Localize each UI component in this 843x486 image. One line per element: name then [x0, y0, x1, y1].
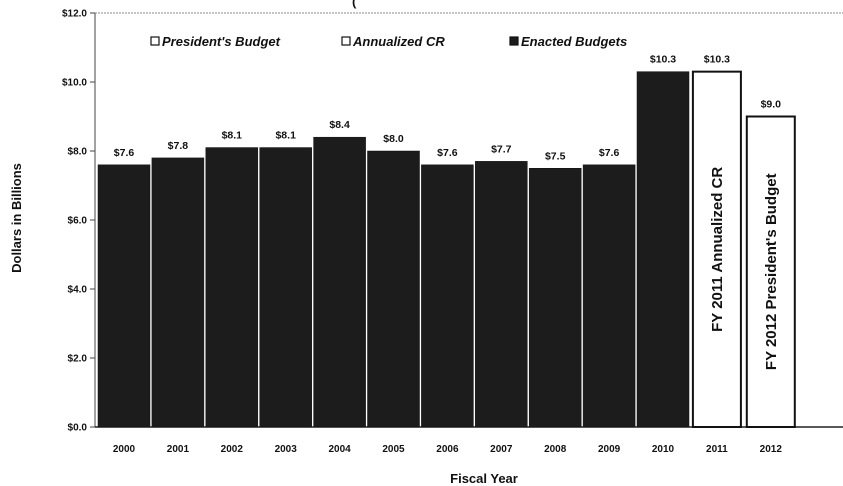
- x-tick-label-2009: 2009: [598, 444, 621, 455]
- x-tick-label-2007: 2007: [490, 444, 513, 455]
- data-label-2011: $10.3: [704, 54, 730, 66]
- y-tick-label: $2.0: [68, 354, 88, 365]
- bar-2009: [582, 164, 636, 428]
- bar-2000: [97, 164, 151, 428]
- data-label-2009: $7.6: [599, 147, 620, 159]
- x-tick-label-2010: 2010: [652, 444, 675, 455]
- bar-2011: [691, 70, 742, 429]
- data-label-2000: $7.6: [114, 147, 135, 159]
- x-tick-label-2001: 2001: [167, 444, 190, 455]
- data-label-2006: $7.6: [437, 147, 458, 159]
- bar-2007: [475, 161, 528, 428]
- data-label-2002: $8.1: [222, 130, 243, 142]
- legend-label-president: President's Budget: [162, 34, 281, 49]
- bar-2006: [421, 164, 474, 428]
- data-label-2001: $7.8: [168, 140, 189, 152]
- x-tick-label-2004: 2004: [328, 444, 351, 455]
- y-tick-label: $4.0: [68, 285, 88, 296]
- bar-2008: [528, 168, 582, 428]
- x-tick-label-2003: 2003: [275, 444, 298, 455]
- legend-swatch-president: [150, 36, 160, 46]
- x-tick-label-2005: 2005: [382, 444, 405, 455]
- x-tick-label-2006: 2006: [436, 444, 459, 455]
- y-tick-label: $0.0: [68, 423, 88, 434]
- data-label-2012: $9.0: [761, 99, 782, 111]
- data-label-2007: $7.7: [491, 143, 512, 155]
- y-tick-label: $8.0: [68, 147, 88, 158]
- bar-2001: [151, 157, 205, 428]
- legend-label-cr: Annualized CR: [352, 34, 445, 49]
- x-tick-label-2002: 2002: [221, 444, 244, 455]
- bar-text-2012: FY 2012 President's Budget: [763, 173, 780, 370]
- bar-2004: [313, 136, 366, 428]
- data-label-2010: $10.3: [650, 54, 676, 66]
- bar-2003: [259, 147, 312, 428]
- data-label-2003: $8.1: [275, 130, 296, 142]
- data-label-2004: $8.4: [329, 119, 350, 131]
- legend-swatch-enacted: [509, 36, 519, 46]
- x-tick-label-2011: 2011: [706, 444, 728, 455]
- bar-2012: [745, 115, 796, 428]
- y-axis-title: Dollars in Billions: [9, 163, 24, 273]
- x-axis-title: Fiscal Year: [450, 471, 518, 486]
- legend-label-enacted: Enacted Budgets: [521, 34, 627, 49]
- bar-2005: [367, 150, 420, 428]
- legend-swatch-cr: [341, 36, 351, 46]
- bar-text-2011: FY 2011 Annualized CR: [709, 167, 726, 332]
- chart-title: (: [352, 0, 357, 9]
- bar-2010: [636, 71, 690, 428]
- y-tick-label: $12.0: [62, 9, 87, 20]
- x-tick-label-2008: 2008: [544, 444, 567, 455]
- x-tick-label-2012: 2012: [760, 444, 783, 455]
- data-label-2005: $8.0: [383, 133, 404, 145]
- y-tick-label: $6.0: [68, 216, 88, 227]
- y-tick-label: $10.0: [62, 78, 87, 89]
- x-tick-label-2000: 2000: [113, 444, 136, 455]
- data-label-2008: $7.5: [545, 150, 566, 162]
- bar-2002: [205, 147, 259, 428]
